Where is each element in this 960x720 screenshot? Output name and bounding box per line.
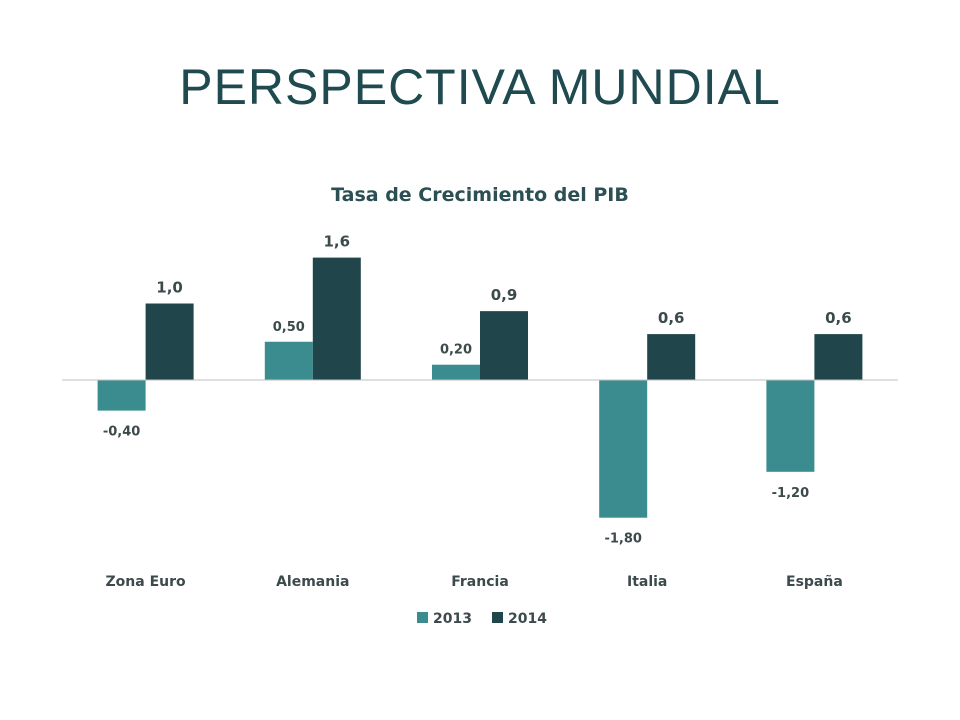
data-label-2013-3: -1,80 <box>604 532 641 547</box>
bar-2013-4 <box>766 380 815 472</box>
legend-swatch-2014 <box>492 612 503 623</box>
bar-2014-2 <box>480 311 528 380</box>
data-label-2013-0: -0,40 <box>103 425 140 440</box>
bar-2013-1 <box>264 341 313 380</box>
data-label-2014-1: 1,6 <box>324 233 351 251</box>
data-label-2013-2: 0,20 <box>440 343 472 358</box>
legend-label-2013: 2013 <box>433 611 472 627</box>
category-label-4: España <box>786 574 843 590</box>
bar-2013-3 <box>599 380 648 518</box>
bar-2014-1 <box>312 257 361 380</box>
bar-2013-2 <box>432 364 480 380</box>
data-label-2013-1: 0,50 <box>273 320 305 335</box>
bar-2014-3 <box>647 334 696 380</box>
data-label-2013-4: -1,20 <box>772 486 809 501</box>
legend-swatch-2013 <box>417 612 428 623</box>
category-label-1: Alemania <box>276 574 349 590</box>
category-label-3: Italia <box>627 574 667 590</box>
data-label-2014-2: 0,9 <box>491 286 518 304</box>
category-label-0: Zona Euro <box>106 574 186 590</box>
chart-title: Tasa de Crecimiento del PIB <box>331 184 629 206</box>
bar-2014-4 <box>814 334 863 380</box>
data-label-2014-3: 0,6 <box>658 309 685 327</box>
data-label-2014-0: 1,0 <box>156 279 183 297</box>
data-label-2014-4: 0,6 <box>825 309 852 327</box>
slide-title: PERSPECTIVA MUNDIAL <box>179 59 781 115</box>
bar-2014-0 <box>145 303 194 380</box>
bar-2013-0 <box>97 380 146 411</box>
legend-label-2014: 2014 <box>508 611 547 627</box>
category-label-2: Francia <box>451 574 509 590</box>
